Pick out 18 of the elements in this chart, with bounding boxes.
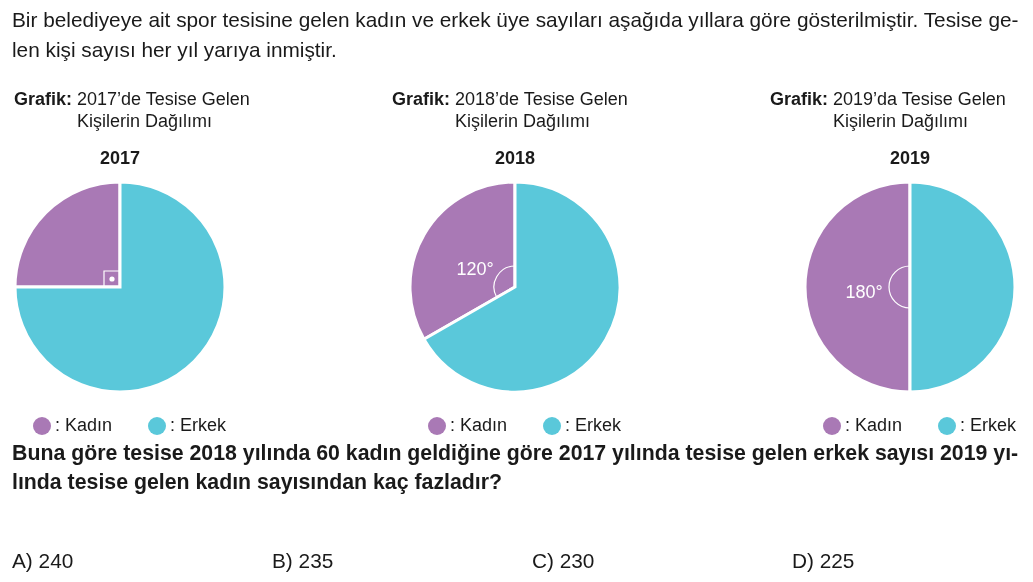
legend-label: : Erkek: [170, 415, 227, 435]
text: Buna göre tesise 2018 yılında 60 kadın geldiğine göre 2017 yılında tesise gelen erkek sayısı 2019 yı- lında tesise gelen kadın sayısından kaç fazladır?: [12, 441, 1019, 494]
chart-subtitle: 2017: [99, 148, 141, 168]
chart-subtitle: 2018: [494, 148, 536, 168]
legend-label: : Kadın: [845, 415, 903, 435]
legend-label: : Kadın: [450, 415, 508, 435]
text: 120°: [456, 258, 494, 279]
chart-subtitle: 2019: [889, 148, 931, 168]
chart-title: Grafik: 2019’da Tesise Gelen Kişilerin Dağılımı: [770, 88, 1006, 132]
legend-label: : Kadın: [55, 415, 113, 435]
legend-label: : Erkek: [565, 415, 622, 435]
text: 180°: [845, 282, 883, 302]
text: Bir belediyeye ait spor tesisine gelen kadın ve erkek üye sayıları aşağıda yıllara göre gösterilmiştir. Tesise ge- len kişi sayısı her yıl yarıya inmiştir.: [12, 8, 1019, 61]
chart-title: Grafik: 2017’de Tesise Gelen Kişilerin Dağılımı: [14, 88, 250, 132]
pie-slice: [13, 180, 227, 394]
legend-label: : Erkek: [960, 415, 1017, 435]
text: A) 240 B) 235 C) 230 D) 225: [12, 549, 855, 572]
chart-title: Grafik: 2018’de Tesise Gelen Kişilerin Dağılımı: [392, 88, 628, 132]
